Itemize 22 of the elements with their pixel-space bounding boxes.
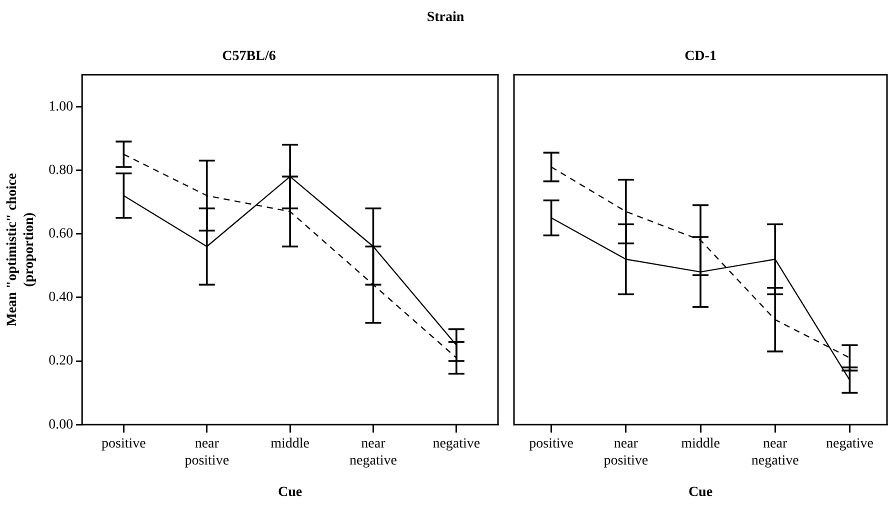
y-tick-label: 0.60: [48, 226, 74, 242]
y-tick-label: 0.20: [48, 354, 74, 369]
x-tick-label: near negative: [751, 436, 799, 468]
x-tick-label: positive: [529, 436, 574, 452]
y-tick-label: 0.40: [48, 290, 74, 306]
x-tick-label: middle: [270, 436, 310, 452]
x-tick-label: negative: [826, 436, 874, 452]
x-axis-title: Cue: [278, 485, 302, 500]
y-axis-title: Mean "optimistic" choice (proportion): [5, 173, 37, 326]
x-tick-label: positive: [102, 436, 146, 452]
y-tick-label: 0.00: [48, 417, 74, 432]
chart-title: CD-1: [684, 49, 716, 64]
x-tick-label: middle: [681, 436, 720, 452]
y-tick-label: 1.00: [48, 99, 74, 114]
chart-title: C57BL/6: [222, 49, 276, 64]
text: Strain: [426, 10, 466, 26]
y-tick-label: 0.80: [48, 162, 74, 178]
x-tick-label: negative: [432, 436, 480, 452]
x-tick-label: near positive: [604, 436, 648, 468]
x-tick-label: near positive: [184, 436, 230, 468]
x-tick-label: near negative: [350, 436, 397, 468]
x-axis-title: Cue: [688, 485, 713, 500]
